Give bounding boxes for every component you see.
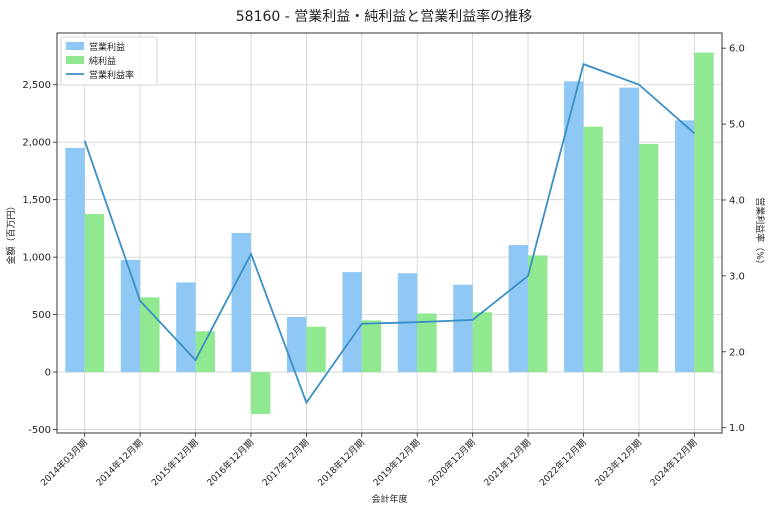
x-tick-label: 2021年12月期 [481, 437, 533, 489]
bar-net-profit [694, 52, 714, 373]
bar-operating-profit [120, 260, 141, 373]
y-tick-label: 1,500 [22, 195, 51, 206]
x-tick-label: 2018年12月期 [315, 437, 367, 489]
y-axis-label: 金額（百万円） [5, 201, 17, 264]
chart-title: 58160 - 営業利益・純利益と営業利益率の推移 [236, 8, 533, 25]
legend-swatch [66, 42, 84, 50]
y2-tick-label: 4.0 [729, 195, 745, 206]
line-operating-margin [83, 62, 695, 405]
bar-operating-profit [176, 282, 196, 373]
bar-net-profit [140, 297, 160, 373]
legend-box [60, 36, 158, 86]
bar-operating-profit [508, 245, 529, 373]
plot-frame [56, 32, 723, 434]
bar-operating-profit [231, 233, 251, 373]
bar-net-profit [417, 313, 437, 373]
y2-tick-label: 6.0 [729, 44, 745, 55]
x-tick-label: 2016年12月期 [204, 437, 256, 489]
x-tick-label: 2022年12月期 [537, 437, 589, 489]
x-tick-label: 2019年12月期 [370, 437, 422, 489]
x-tick-label: 2023年12月期 [592, 437, 644, 489]
y2-tick-label: 1.0 [729, 423, 745, 434]
x-tick-label: 2017年12月期 [260, 437, 312, 489]
bar-net-profit [84, 214, 105, 373]
legend-label: 営業利益 [89, 41, 125, 53]
y-tick-label: 2,500 [22, 80, 51, 91]
bar-net-profit [250, 372, 271, 415]
bar-operating-profit [286, 316, 307, 373]
bar-net-profit [472, 312, 493, 373]
y-tick-label: 0 [45, 368, 51, 379]
legend-label: 営業利益率 [89, 69, 134, 81]
y2-axis-label: 営業利益率（%） [754, 197, 766, 269]
bar-net-profit [361, 320, 382, 373]
bar-operating-profit [674, 120, 695, 373]
bar-operating-profit [619, 87, 639, 373]
legend-swatch [66, 56, 84, 64]
y2-tick-label: 2.0 [729, 347, 745, 358]
x-tick-label: 2014年03月期 [38, 437, 90, 489]
x-tick-label: 2014年12月期 [93, 437, 145, 489]
bar-net-profit [528, 255, 548, 373]
bar-net-profit [583, 126, 603, 373]
bar-operating-profit [453, 284, 473, 373]
y-tick-label: 500 [32, 310, 51, 321]
bar-operating-profit [564, 81, 584, 373]
y2-tick-label: 3.0 [729, 271, 745, 282]
x-axis-label: 会計年度 [371, 493, 407, 505]
y2-tick-label: 5.0 [729, 120, 745, 131]
y-tick-label: 2,000 [22, 138, 51, 149]
x-tick-label: 2020年12月期 [426, 437, 478, 489]
bar-net-profit [195, 331, 215, 373]
x-tick-label: 2024年12月期 [648, 437, 700, 489]
bar-operating-profit [65, 147, 85, 373]
bar-net-profit [638, 143, 659, 373]
x-tick-label: 2015年12月期 [149, 437, 201, 489]
bar-net-profit [306, 326, 326, 373]
plot-area [57, 33, 722, 433]
bar-operating-profit [342, 272, 362, 373]
y-tick-label: 1,000 [22, 253, 51, 264]
y-tick-label: -500 [28, 425, 51, 436]
legend-label: 純利益 [89, 55, 116, 67]
